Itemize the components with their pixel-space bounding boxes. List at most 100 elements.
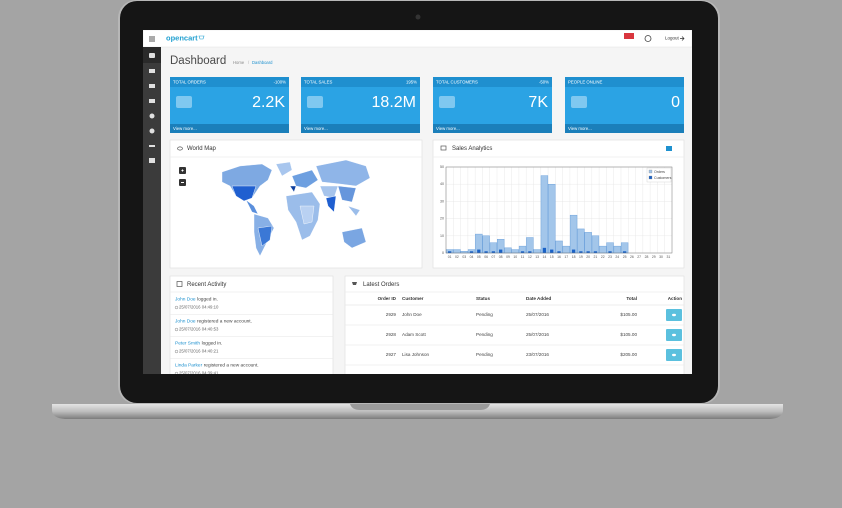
orders-bar: [533, 249, 541, 254]
tile-link[interactable]: View more...: [436, 126, 460, 131]
order-cell: $105.00: [620, 312, 637, 317]
activity-action: logged in.: [197, 297, 218, 303]
orders-bar: [482, 235, 490, 254]
tile-title: TOTAL CUSTOMERS: [436, 80, 478, 85]
x-tick-label: 16: [557, 255, 561, 259]
y-tick-label: 0: [442, 251, 444, 255]
logout-link[interactable]: Logout: [665, 36, 680, 41]
latest-orders-panel: [344, 275, 685, 374]
activity-user[interactable]: John Doe: [175, 297, 196, 303]
column-header: Customer: [402, 296, 424, 301]
nav-reports[interactable]: [149, 158, 155, 163]
column-header: Order ID: [378, 296, 397, 301]
activity-user[interactable]: Peter Smith: [175, 341, 200, 347]
x-tick-label: 21: [594, 255, 598, 259]
nav-sales[interactable]: [149, 99, 155, 103]
base-notch: [350, 404, 490, 410]
nav-tools[interactable]: [149, 145, 155, 147]
activity-action: registered a new account.: [204, 363, 259, 369]
nav-extensions[interactable]: [149, 84, 155, 88]
x-tick-label: 26: [630, 255, 634, 259]
customers-bar: [499, 249, 503, 253]
activity-text: John Doe logged in.: [175, 297, 218, 303]
nav-marketing[interactable]: [149, 113, 155, 119]
tile-link[interactable]: View more...: [304, 126, 328, 131]
breadcrumb-home[interactable]: Home: [233, 60, 245, 65]
tile-link[interactable]: View more...: [173, 126, 197, 131]
y-tick-label: 30: [440, 199, 444, 203]
x-tick-label: 31: [666, 255, 670, 259]
logo[interactable]: opencart: [166, 33, 198, 42]
tile-value: 18.2M: [372, 94, 416, 111]
order-cell: $205.00: [620, 352, 637, 357]
recent-activity-title: Recent Activity: [187, 282, 226, 288]
order-cell: Pending: [476, 312, 493, 317]
x-tick-label: 11: [521, 255, 525, 259]
activity-action: registered a new account.: [197, 319, 252, 325]
tile-value: 2.2K: [252, 94, 285, 111]
activity-user[interactable]: Linda Parker: [175, 363, 203, 369]
store-icon[interactable]: [644, 35, 652, 42]
activity-user[interactable]: John Doe: [175, 319, 196, 325]
activity-date: 25/07/2016 04:49:10: [179, 305, 219, 310]
orders-bar: [584, 232, 592, 254]
activity-action: logged in.: [202, 341, 223, 347]
customers-bar: [477, 249, 481, 253]
tile-title: TOTAL SALES: [304, 80, 332, 85]
order-cell: John Doe: [402, 312, 422, 317]
tile-footer: [301, 124, 420, 133]
tile-heading: [433, 77, 552, 87]
order-cell: 23/07/2016: [526, 352, 549, 357]
x-tick-label: 01: [448, 255, 452, 259]
legend-label: Customers: [654, 176, 672, 180]
column-header: Total: [626, 296, 637, 301]
y-tick-label: 50: [440, 165, 444, 169]
tile-change: -50%: [539, 80, 549, 85]
cart-icon: [352, 282, 357, 285]
activity-date: 25/07/2016 04:40:21: [179, 349, 219, 354]
activity-date: 25/07/2016 04:40:53: [179, 327, 219, 332]
x-tick-label: 18: [572, 255, 576, 259]
x-tick-label: 20: [586, 255, 590, 259]
logout-icon: [680, 36, 685, 41]
customers-bar: [586, 251, 590, 253]
activity-date: 25/07/2016 04:39:41: [179, 371, 219, 376]
alert-badge[interactable]: [624, 33, 634, 39]
tile-change: 195%: [406, 80, 417, 85]
tile-icon: [176, 96, 192, 108]
order-cell: $105.00: [620, 332, 637, 337]
x-tick-label: 23: [608, 255, 612, 259]
clock-icon: [174, 305, 179, 310]
eye-icon: [177, 146, 183, 151]
activity-text: John Doe registered a new account.: [175, 319, 252, 325]
orders-bar: [540, 175, 549, 254]
customers-bar: [550, 249, 554, 253]
customers-bar: [491, 251, 496, 253]
menu-toggle[interactable]: [149, 36, 155, 42]
calendar-icon: [176, 281, 183, 287]
nav-catalog[interactable]: [149, 69, 155, 73]
nav-dashboard[interactable]: [149, 53, 155, 58]
tile-value: 7K: [528, 94, 548, 111]
orders-bar: [599, 245, 607, 254]
breadcrumb-current[interactable]: Dashboard: [252, 60, 273, 65]
plot-border: [445, 166, 673, 254]
tile-link[interactable]: View more...: [568, 126, 592, 131]
x-tick-label: 15: [550, 255, 554, 259]
y-tick-label: 10: [440, 234, 444, 238]
range-picker[interactable]: [666, 146, 672, 151]
orders-bar: [577, 228, 585, 254]
order-cell: 2928: [386, 332, 397, 337]
orders-bar: [613, 245, 621, 254]
order-cell: Lisa Johnson: [402, 352, 430, 357]
nav-system[interactable]: [149, 128, 155, 134]
x-tick-label: 12: [528, 255, 532, 259]
eye-icon: [672, 353, 676, 357]
x-tick-label: 06: [484, 255, 488, 259]
clock-icon: [174, 349, 179, 354]
x-tick-label: 24: [615, 255, 619, 259]
tile-heading: [170, 77, 289, 87]
laptop-base: [52, 404, 783, 419]
